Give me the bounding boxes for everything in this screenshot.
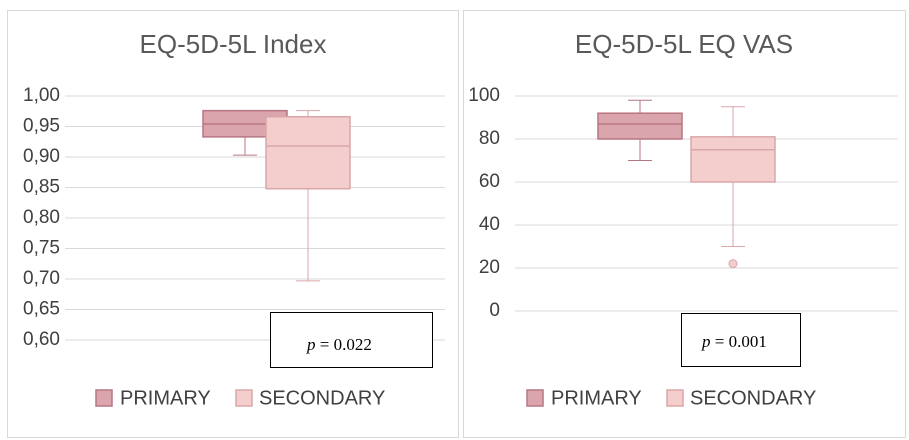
- y-tick-label: 60: [479, 171, 500, 192]
- y-tick-label: 0,95: [23, 116, 60, 137]
- panel: [463, 10, 906, 438]
- legend-swatch: [526, 389, 544, 407]
- legend-label: SECONDARY: [259, 387, 385, 409]
- box: [597, 112, 683, 140]
- y-tick-label: 0,90: [23, 146, 60, 167]
- legend-label: SECONDARY: [690, 387, 816, 409]
- y-tick-label: 80: [479, 128, 500, 149]
- y-tick-label: 1,00: [23, 85, 60, 106]
- annotation: p = 0.001: [681, 313, 801, 367]
- chart-title: EQ-5D-5L EQ VAS: [575, 29, 793, 59]
- y-tick-label: 0,60: [23, 329, 60, 350]
- box: [690, 136, 776, 183]
- y-tick-label: 0,85: [23, 177, 60, 198]
- y-tick-label: 100: [468, 85, 500, 106]
- chart-title: EQ-5D-5L Index: [140, 29, 327, 59]
- outlier: [728, 259, 738, 269]
- y-tick-label: 0,65: [23, 299, 60, 320]
- y-tick-label: 0,75: [23, 238, 60, 259]
- legend-label: PRIMARY: [551, 387, 642, 409]
- y-tick-label: 20: [479, 257, 500, 278]
- y-tick-label: 0: [489, 300, 500, 321]
- legend-label: PRIMARY: [120, 387, 211, 409]
- legend-swatch: [235, 389, 253, 407]
- legend-swatch: [95, 389, 113, 407]
- y-tick-label: 0,80: [23, 207, 60, 228]
- box: [265, 115, 351, 190]
- annotation: p = 0.022: [270, 312, 433, 368]
- panel: [7, 10, 459, 438]
- y-tick-label: 0,70: [23, 268, 60, 289]
- y-tick-label: 40: [479, 214, 500, 235]
- legend-swatch: [666, 389, 684, 407]
